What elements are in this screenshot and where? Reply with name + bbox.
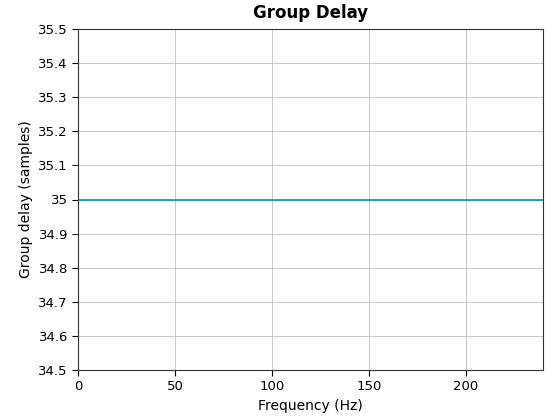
X-axis label: Frequency (Hz): Frequency (Hz) xyxy=(258,399,363,412)
Title: Group Delay: Group Delay xyxy=(253,4,368,22)
Y-axis label: Group delay (samples): Group delay (samples) xyxy=(19,121,33,278)
